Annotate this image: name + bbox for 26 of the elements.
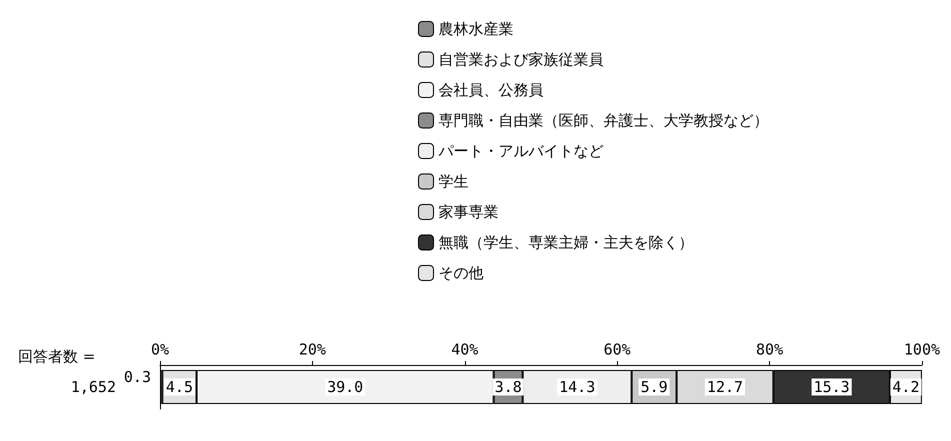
data-label: 4.2 — [892, 378, 920, 396]
data-label: 12.7 — [706, 378, 744, 396]
legend-label: 農林水産業 — [438, 20, 514, 38]
legend-label: 会社員、公務員 — [438, 81, 544, 99]
legend-label: 自営業および家族従業員 — [438, 50, 604, 68]
data-label: 5.9 — [640, 378, 668, 396]
legend-label: 無職（学生、専業主婦・主夫を除く） — [438, 234, 694, 252]
legend-label: その他 — [438, 264, 484, 282]
x-tick-label: 40% — [451, 340, 478, 358]
data-label: 4.5 — [166, 378, 193, 396]
legend-label: パート・アルバイトなど — [438, 142, 604, 160]
y-axis-title: 回答者数 = — [18, 348, 96, 366]
x-tick-label: 60% — [604, 340, 631, 358]
x-tick-label: 0% — [150, 340, 170, 358]
data-label: 14.3 — [559, 378, 596, 396]
data-label: 39.0 — [327, 378, 364, 396]
legend-label: 学生 — [438, 172, 468, 190]
legend-label: 専門職・自由業（医師、弁護士、大学教授など） — [438, 112, 768, 130]
x-tick-label: 80% — [756, 340, 784, 358]
x-tick-label: 100% — [904, 340, 940, 358]
y-tick-label: 1,652 — [70, 378, 116, 396]
data-label: 3.8 — [494, 378, 522, 396]
legend-label: 家事専業 — [438, 203, 498, 221]
x-tick-label: 20% — [298, 340, 326, 358]
data-label: 15.3 — [814, 378, 850, 396]
data-label: 0.3 — [124, 368, 151, 386]
